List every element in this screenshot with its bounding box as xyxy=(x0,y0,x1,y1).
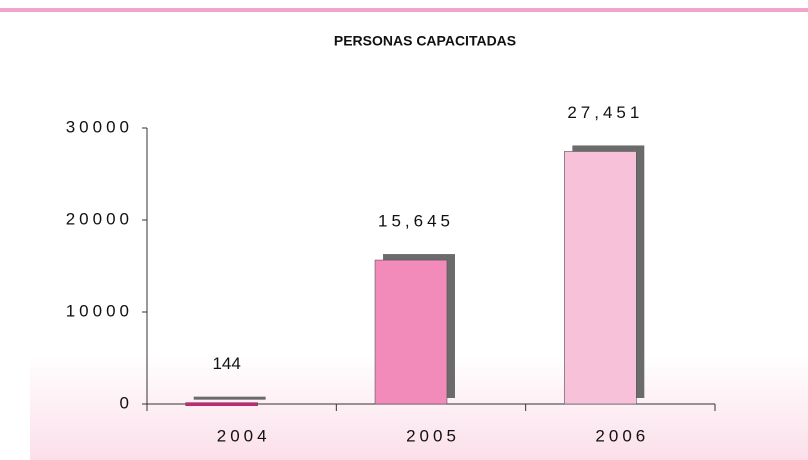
x-tick-label: 2004 xyxy=(217,426,271,445)
y-tick-label: 20000 xyxy=(66,209,133,228)
y-tick-label: 0 xyxy=(120,393,133,412)
value-label: 15,645 xyxy=(378,212,454,231)
top-rule xyxy=(0,8,808,12)
bar xyxy=(185,402,258,406)
x-tick-label: 2005 xyxy=(406,426,460,445)
value-label: 27,451 xyxy=(567,103,643,122)
bar xyxy=(374,259,448,405)
bar xyxy=(564,151,637,405)
x-tick-label: 2006 xyxy=(595,426,649,445)
value-label: 144 xyxy=(212,354,240,373)
bar-shadow xyxy=(193,396,266,400)
y-tick-label: 10000 xyxy=(66,301,133,320)
y-tick-label: 30000 xyxy=(66,117,133,136)
chart-title: PERSONAS CAPACITADAS xyxy=(334,33,516,49)
